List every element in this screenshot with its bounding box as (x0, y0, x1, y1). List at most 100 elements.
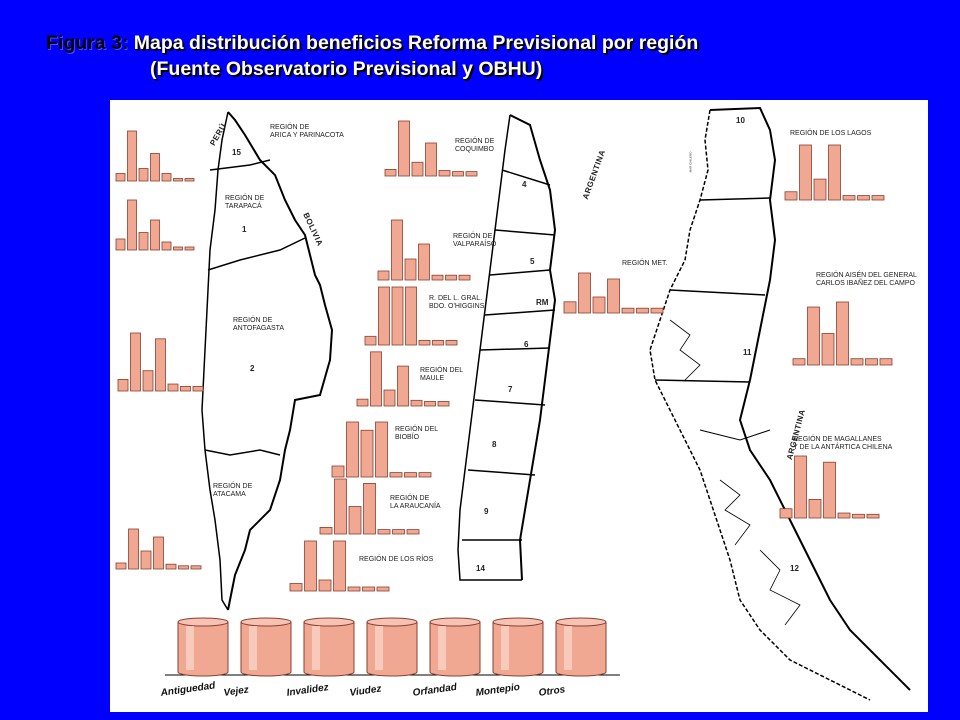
region-number: 6 (524, 340, 529, 349)
region-number: 8 (492, 440, 497, 449)
bar-viudez (828, 144, 841, 201)
bar-montepio (173, 178, 183, 182)
region-chart-10 (319, 478, 420, 535)
figure-prefix: Figura 3: (46, 32, 129, 54)
title-line-1: Mapa distribución beneficios Reforma Pre… (133, 32, 699, 54)
bar-viudez (363, 482, 376, 535)
bar-antiguedad (115, 562, 127, 570)
region-label: BDO. O'HIGGINS (429, 303, 485, 310)
bar-invalidez (808, 498, 822, 519)
bar-orfandad (167, 383, 179, 392)
region-number: 7 (508, 385, 513, 394)
bar-otros (650, 307, 664, 314)
bar-viudez (150, 219, 160, 251)
bar-invalidez (821, 333, 835, 366)
region-label: REGIÓN MET. (622, 260, 668, 267)
region-number: 2 (250, 364, 255, 373)
bar-orfandad (389, 472, 403, 478)
map-panel: REGIÓN DE ARICA Y PARINACOTA REGIÓN DE TARA… (110, 100, 928, 712)
bar-viudez (375, 421, 388, 478)
region-label: REGIÓN DE (225, 195, 265, 202)
bar-otros (458, 274, 471, 281)
bar-viudez (333, 540, 346, 592)
bar-vejez (127, 199, 137, 251)
region-label: REGIÓN DE (213, 483, 253, 490)
bar-vejez (391, 219, 403, 281)
bar-antiguedad (364, 335, 377, 346)
region-number: 12 (790, 564, 799, 573)
region-label: MAULE (420, 375, 445, 382)
bar-orfandad (850, 358, 864, 366)
bar-otros (192, 385, 204, 392)
bar-montepio (392, 529, 405, 535)
bar-antiguedad (563, 301, 577, 314)
legend-cylinder-invalidez (303, 617, 355, 677)
region-label: REGIÓN DEL (395, 426, 439, 433)
bar-antiguedad (779, 508, 793, 519)
bar-antiguedad (319, 526, 333, 535)
region-chart-14 (792, 301, 893, 366)
bar-orfandad (418, 339, 431, 346)
bar-vejez (128, 528, 139, 570)
region-number: 5 (530, 257, 535, 266)
bar-invalidez (391, 286, 404, 346)
title-line-2: (Fuente Observatorio Previsional y OBHU) (150, 58, 543, 80)
bar-viudez (150, 153, 160, 182)
legend-cylinder-orfandad (429, 617, 481, 677)
bar-invalidez (404, 258, 417, 281)
region-label: REGIÓN DE MAGALLANES (793, 436, 882, 443)
bar-invalidez (138, 232, 149, 251)
bar-orfandad (347, 586, 361, 592)
region-label: BIOBÍO (395, 434, 420, 441)
bar-invalidez (592, 296, 606, 314)
bar-viudez (836, 301, 849, 366)
region-number: 1 (242, 225, 247, 234)
bar-vejez (334, 478, 347, 535)
bar-orfandad (842, 195, 856, 201)
bar-vejez (578, 272, 591, 314)
region-chart-3 (117, 332, 204, 392)
region-label: CARLOS IBAÑEZ DEL CAMPO (816, 280, 915, 287)
bar-otros (184, 178, 195, 182)
region-number: 15 (232, 148, 241, 157)
bar-antiguedad (115, 173, 126, 182)
bar-otros (445, 339, 458, 346)
region-label: ANTOFAGASTA (233, 325, 285, 332)
bar-viudez (155, 338, 166, 392)
region-label: REGIÓN DE (270, 124, 310, 131)
region-label: ARICA Y PARINACOTA (270, 132, 344, 139)
bar-orfandad (837, 512, 851, 519)
bar-montepio (852, 513, 865, 519)
region-label: REGIÓN DE (390, 495, 430, 502)
bar-vejez (346, 421, 359, 478)
region-chart-6 (377, 219, 471, 281)
ocean-label: MAR CHILENO (688, 151, 693, 173)
bar-antiguedad (377, 270, 390, 281)
bar-montepio (404, 472, 417, 478)
bar-otros (866, 513, 880, 519)
bar-orfandad (621, 307, 635, 314)
bar-vejez (799, 144, 812, 201)
chile-map-outline (115, 106, 911, 701)
bar-viudez (153, 536, 164, 570)
bar-orfandad (165, 563, 177, 570)
region-chart-9 (331, 421, 432, 478)
region-number: RM (536, 298, 549, 307)
bar-orfandad (431, 274, 444, 281)
region-label: Y DE LA ANTÁRTICA CHILENA (793, 444, 893, 451)
region-number: 10 (736, 116, 745, 125)
region-chart-13 (784, 144, 885, 201)
bar-orfandad (161, 241, 172, 251)
bar-antiguedad (331, 465, 345, 478)
region-label: REGIÓN DE (455, 138, 495, 145)
bar-invalidez (360, 429, 374, 478)
bar-vejez (127, 130, 137, 182)
bar-antiguedad (117, 378, 129, 392)
region-chart-5 (384, 120, 478, 177)
region-label: ATACAMA (213, 491, 246, 498)
bar-antiguedad (289, 583, 303, 592)
bar-vejez (130, 332, 141, 392)
bar-otros (184, 246, 195, 251)
bar-invalidez (383, 389, 396, 407)
region-label: REGIÓN DE LOS RÍOS (359, 556, 434, 563)
